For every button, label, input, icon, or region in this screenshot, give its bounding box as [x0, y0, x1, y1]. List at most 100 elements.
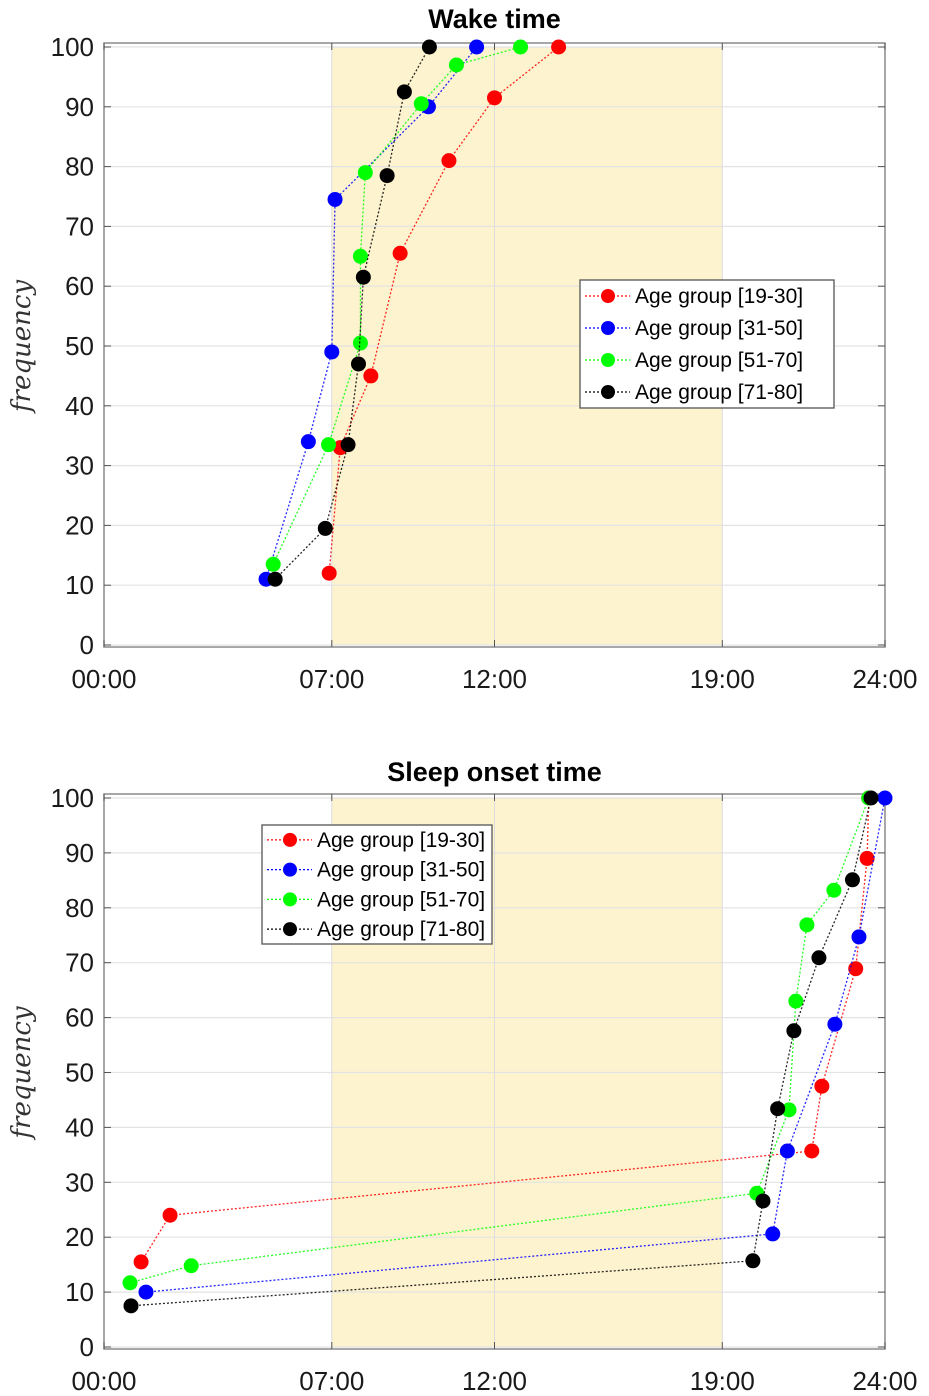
legend-entry: Age group [51-70] — [635, 349, 803, 372]
legend-marker — [601, 321, 615, 335]
data-point — [162, 1207, 178, 1223]
data-point — [469, 39, 485, 55]
data-point — [357, 165, 373, 181]
data-point — [413, 96, 429, 112]
x-tick-label: 07:00 — [299, 664, 364, 694]
y-tick-label: 50 — [65, 331, 94, 361]
y-tick-label: 40 — [65, 1112, 94, 1142]
legend-marker — [601, 289, 615, 303]
data-point — [844, 872, 860, 888]
data-point — [355, 269, 371, 285]
y-tick-label: 60 — [65, 271, 94, 301]
data-point — [321, 565, 337, 581]
data-point — [799, 917, 815, 933]
y-tick-label: 80 — [65, 152, 94, 182]
y-tick-label: 80 — [65, 893, 94, 923]
series-51-70 — [122, 790, 877, 1291]
data-point — [352, 248, 368, 264]
data-point — [814, 1078, 830, 1094]
data-point — [265, 556, 281, 572]
data-point — [770, 1101, 786, 1117]
legend-entry: Age group [71-80] — [635, 381, 803, 404]
legend-marker — [283, 892, 297, 907]
y-tick-label: 90 — [65, 92, 94, 122]
chart-title: Wake time — [428, 4, 561, 34]
x-tick-label: 00:00 — [71, 1366, 136, 1396]
data-point — [755, 1193, 771, 1209]
series-31-50 — [258, 39, 485, 587]
data-point — [779, 1143, 795, 1159]
data-point — [300, 434, 316, 450]
legend-entry: Age group [31-50] — [317, 859, 485, 882]
x-tick-label: 24:00 — [852, 1366, 917, 1396]
series-71-80 — [267, 39, 437, 587]
data-point — [122, 1275, 138, 1291]
y-axis-label: frequency — [7, 280, 37, 415]
y-tick-label: 100 — [51, 32, 94, 62]
data-point — [745, 1253, 761, 1269]
legend-marker — [601, 385, 615, 399]
data-point — [396, 84, 412, 100]
data-point — [138, 1284, 154, 1300]
y-tick-label: 20 — [65, 1222, 94, 1252]
legend-marker — [601, 353, 615, 367]
legend-marker — [283, 922, 297, 937]
data-point — [441, 153, 457, 169]
y-tick-label: 70 — [65, 211, 94, 241]
data-point — [183, 1258, 199, 1274]
legend-entry: Age group [71-80] — [317, 918, 485, 941]
y-tick-label: 70 — [65, 948, 94, 978]
data-point — [826, 882, 842, 898]
data-point — [781, 1102, 797, 1118]
data-point — [392, 245, 408, 261]
data-point — [133, 1254, 149, 1270]
data-point — [786, 1023, 802, 1039]
legend-marker — [283, 832, 297, 847]
sleep-onset-chart: 0 10 20 30 40 50 60 70 80 90 100 00:00 07:00 12:00 19:… — [7, 757, 918, 1396]
data-point — [363, 368, 379, 384]
series-71-80 — [123, 790, 879, 1314]
data-point — [317, 520, 333, 536]
y-tick-label: 90 — [65, 838, 94, 868]
y-tick-label: 10 — [65, 570, 94, 600]
series-19-30 — [321, 39, 567, 581]
data-point — [513, 39, 529, 55]
y-tick-label: 0 — [80, 1332, 94, 1362]
x-tick-label: 00:00 — [71, 664, 136, 694]
data-point — [848, 961, 864, 977]
data-point — [327, 191, 343, 207]
data-point — [788, 993, 804, 1009]
legend-entry: Age group [51-70] — [317, 888, 485, 911]
data-point — [487, 90, 502, 106]
data-point — [123, 1298, 139, 1314]
y-tick-label: 40 — [65, 391, 94, 421]
y-tick-label: 50 — [65, 1058, 94, 1088]
data-point — [340, 437, 356, 453]
data-point — [877, 790, 893, 806]
data-point — [551, 39, 567, 55]
data-point — [352, 335, 368, 351]
y-tick-label: 30 — [65, 1167, 94, 1197]
series-31-50 — [138, 790, 893, 1300]
data-point — [804, 1143, 820, 1159]
legend-entry: Age group [19-30] — [635, 285, 803, 308]
data-point — [827, 1016, 843, 1032]
data-point — [321, 437, 337, 453]
data-point — [324, 344, 340, 360]
data-point — [421, 39, 437, 55]
data-point — [859, 850, 875, 866]
x-tick-label: 19:00 — [690, 664, 755, 694]
data-point — [448, 57, 464, 73]
wake-time-chart: 0 10 20 30 40 50 60 70 80 90 100 00:00 07:00 12:00 19:… — [7, 4, 918, 694]
legend-entry: Age group [19-30] — [317, 829, 485, 852]
y-axis-label: frequency — [7, 1006, 37, 1141]
data-point — [379, 168, 395, 184]
x-tick-label: 12:00 — [462, 1366, 527, 1396]
x-tick-label: 07:00 — [299, 1366, 364, 1396]
y-tick-label: 0 — [80, 630, 94, 660]
data-point — [863, 790, 879, 806]
x-tick-label: 19:00 — [690, 1366, 755, 1396]
data-point — [765, 1226, 781, 1242]
y-tick-label: 10 — [65, 1277, 94, 1307]
